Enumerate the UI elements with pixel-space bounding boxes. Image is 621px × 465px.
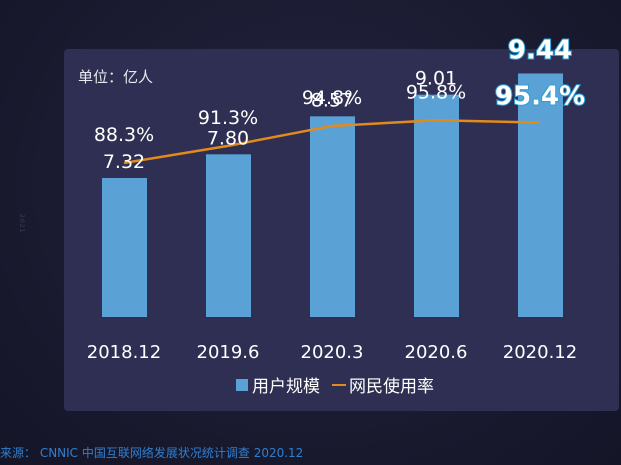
rate-value-label: 95.4% bbox=[495, 82, 585, 112]
bar-value-label: 9.01 bbox=[415, 68, 457, 90]
rate-value-label: 95.8% bbox=[406, 81, 466, 103]
legend-item-bar: 用户规模 bbox=[236, 372, 320, 397]
bar-2018.12 bbox=[102, 177, 147, 317]
rate-value-label: 94.8% bbox=[302, 87, 362, 109]
legend-line-swatch bbox=[332, 383, 346, 386]
rate-value-label: 88.3% bbox=[94, 124, 154, 146]
x-tick-label: 2018.12 bbox=[87, 342, 161, 363]
rate-line bbox=[123, 119, 541, 165]
legend-line-label: 网民使用率 bbox=[349, 377, 434, 397]
bars-layer bbox=[102, 73, 563, 317]
line-layer bbox=[123, 119, 541, 165]
legend-item-line: 网民使用率 bbox=[332, 372, 434, 397]
x-tick-label: 2020.6 bbox=[405, 342, 468, 363]
source-note: 来源： CNNIC 中国互联网络发展状况统计调查 2020.12 bbox=[0, 446, 304, 460]
legend-bar-label: 用户规模 bbox=[252, 377, 320, 397]
x-tick-label: 2020.3 bbox=[301, 342, 364, 363]
bar-2020.6 bbox=[414, 94, 459, 317]
bar-2020.3 bbox=[310, 116, 355, 317]
bar-value-label: 9.44 bbox=[508, 35, 572, 65]
unit-label: 单位：亿人 bbox=[78, 68, 154, 86]
bar-2020.12 bbox=[518, 73, 563, 317]
side-watermark: 2021 bbox=[18, 214, 25, 234]
bar-value-label: 7.32 bbox=[103, 151, 145, 173]
x-tick-labels: 2018.12 2019.6 2020.3 2020.6 2020.12 bbox=[87, 342, 577, 363]
legend-bar-swatch bbox=[236, 378, 248, 391]
x-tick-label: 2020.12 bbox=[503, 342, 577, 363]
bar-value-label: 8.57 bbox=[311, 89, 353, 111]
x-tick-label: 2019.6 bbox=[197, 342, 260, 363]
legend: 用户规模 网民使用率 bbox=[236, 372, 446, 397]
bar-value-label: 7.80 bbox=[207, 127, 249, 149]
rate-value-label: 91.3% bbox=[198, 107, 258, 129]
bar-2019.6 bbox=[206, 154, 251, 317]
